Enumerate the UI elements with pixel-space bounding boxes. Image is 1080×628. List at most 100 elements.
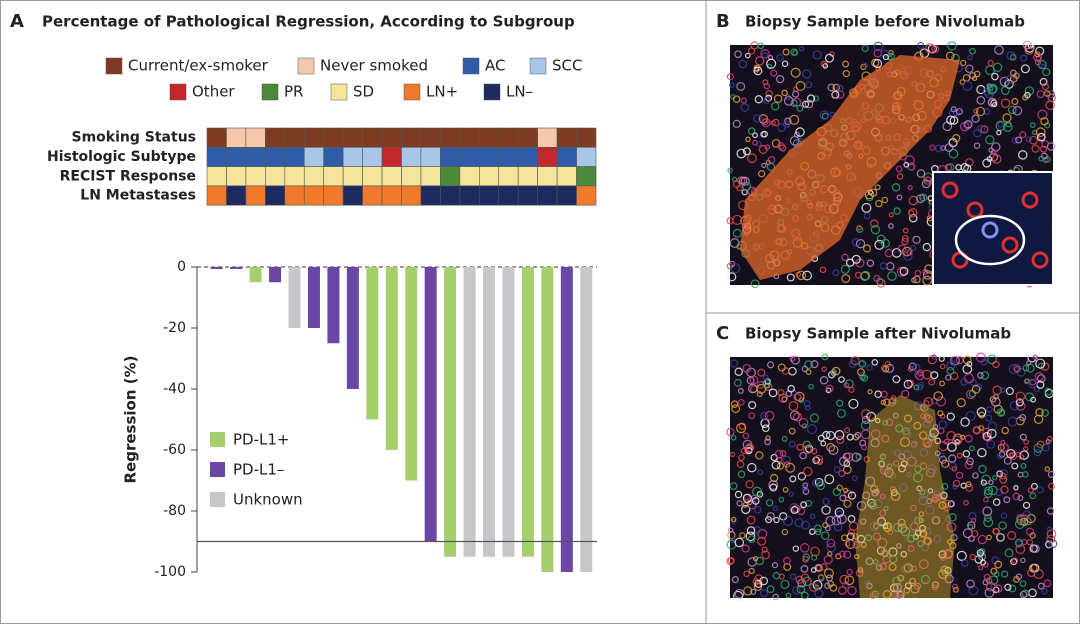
cell (825, 387, 832, 394)
cell (996, 453, 1003, 460)
cell (1044, 90, 1051, 97)
cell (1027, 568, 1036, 578)
cell (802, 440, 811, 449)
cell (980, 358, 988, 366)
cell (1017, 494, 1024, 501)
cell (740, 103, 750, 112)
cell (1036, 374, 1046, 383)
cell (1019, 131, 1027, 139)
cell (929, 428, 939, 438)
cell (986, 83, 993, 89)
cell (805, 369, 812, 375)
cell (907, 185, 913, 191)
cell (765, 90, 773, 98)
cell (755, 451, 764, 460)
cell (743, 570, 750, 578)
cell (750, 279, 760, 289)
cell (757, 536, 767, 546)
cell (918, 488, 929, 499)
cell (811, 554, 818, 561)
bar (483, 267, 496, 557)
cell (861, 415, 871, 425)
cell (742, 502, 749, 508)
cell (1042, 67, 1051, 77)
cell (810, 567, 817, 573)
cell (745, 136, 751, 143)
cell (848, 528, 855, 536)
cell (1022, 501, 1031, 509)
cell (1026, 360, 1032, 366)
cell (993, 584, 1003, 594)
cell (897, 244, 907, 254)
cell (940, 491, 948, 500)
bar (230, 267, 243, 269)
cell (922, 268, 929, 276)
y-tick-label: -100 (154, 564, 186, 580)
cell (781, 60, 789, 68)
cell (860, 420, 871, 431)
cell (846, 568, 853, 576)
cell (822, 497, 830, 506)
cell (906, 456, 917, 467)
cell (931, 44, 940, 53)
cell (788, 401, 799, 411)
cell (824, 582, 831, 589)
cell (938, 550, 947, 559)
cell (809, 413, 820, 423)
cell (736, 460, 745, 469)
cell (986, 428, 997, 439)
cell (777, 363, 786, 372)
cell (729, 359, 739, 368)
cell (813, 524, 822, 533)
cell (861, 202, 872, 213)
cell (1027, 487, 1034, 494)
cell (1019, 414, 1027, 422)
heatmap-cell (459, 166, 480, 187)
cell (881, 196, 889, 204)
cell (865, 580, 871, 587)
cell (952, 133, 961, 143)
heatmap-cell (342, 185, 363, 206)
cell (1019, 580, 1027, 588)
cell (946, 360, 956, 371)
cell (792, 545, 800, 552)
cell (912, 235, 921, 245)
cell (1041, 82, 1050, 91)
cell (923, 527, 932, 536)
cell (1000, 98, 1011, 108)
cell (882, 419, 889, 426)
cell (992, 527, 1001, 536)
cell (893, 207, 901, 215)
cell (1041, 588, 1048, 595)
legend-label: Unknown (233, 491, 303, 509)
bar (521, 267, 534, 557)
cell (737, 470, 746, 479)
cell (802, 488, 810, 495)
cell (734, 367, 743, 377)
cell (992, 385, 1002, 395)
cell (956, 452, 963, 459)
cell (786, 273, 795, 282)
cell (1026, 538, 1034, 546)
heatmap-cell (323, 166, 344, 187)
cell (834, 507, 845, 518)
cell (757, 368, 766, 377)
cell (923, 400, 930, 407)
cell (980, 371, 990, 380)
cell (790, 573, 797, 580)
cell (992, 62, 1003, 72)
cell (890, 491, 901, 502)
cell (973, 108, 979, 114)
cell (857, 368, 865, 376)
cell (765, 499, 774, 507)
cell (797, 472, 807, 481)
cell (917, 41, 925, 50)
cell (949, 541, 957, 550)
cell (847, 585, 857, 596)
cell (892, 460, 900, 467)
cell (892, 522, 903, 533)
cell (877, 537, 888, 548)
cell (769, 483, 778, 492)
cell (931, 581, 940, 589)
cell (843, 499, 852, 508)
